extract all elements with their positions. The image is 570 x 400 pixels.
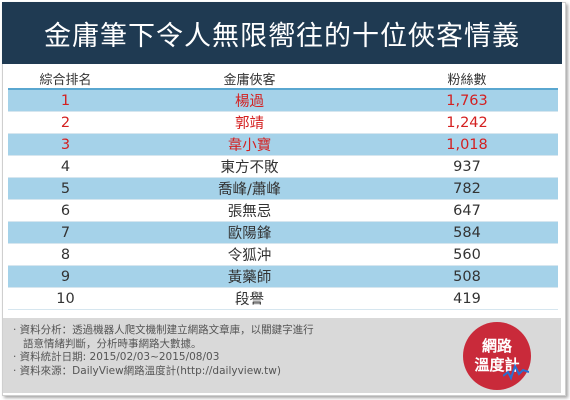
fans-cell: 508 — [376, 265, 558, 288]
fans-cell: 1,242 — [376, 111, 558, 134]
hero-cell: 韋小寶 — [123, 133, 376, 156]
source-notes: ‧ 資料分析：透過機器人爬文機制建立網路文章庫，以關鍵字進行 語意情緒判斷，分析… — [13, 324, 433, 378]
note-analysis: ‧ 資料分析：透過機器人爬文機制建立網路文章庫，以關鍵字進行 — [13, 324, 314, 336]
table-row: 10 段譽 419 — [8, 287, 558, 310]
fans-cell: 647 — [376, 199, 558, 222]
rank-cell: 1 — [8, 89, 123, 112]
table-row: 8 令狐沖 560 — [8, 243, 558, 266]
table-row: 6 張無忌 647 — [8, 199, 558, 222]
page-title: 金庸筆下令人無限嚮往的十位俠客情義 — [2, 2, 562, 64]
rank-cell: 9 — [8, 265, 123, 288]
header-rank: 綜合排名 — [8, 68, 123, 90]
hero-cell: 令狐沖 — [123, 243, 376, 266]
rank-cell: 6 — [8, 199, 123, 222]
footer: ‧ 資料分析：透過機器人爬文機制建立網路文章庫，以關鍵字進行 語意情緒判斷，分析… — [3, 318, 561, 393]
dailyview-logo: 網路 溫度計 — [463, 322, 531, 390]
hero-cell: 喬峰/蕭峰 — [123, 177, 376, 200]
fans-cell: 937 — [376, 155, 558, 178]
rank-cell: 4 — [8, 155, 123, 178]
fans-cell: 1,018 — [376, 133, 558, 156]
fans-cell: 1,763 — [376, 89, 558, 112]
table-row: 3 韋小寶 1,018 — [8, 133, 558, 156]
header-hero: 金庸俠客 — [123, 68, 376, 90]
table-row: 2 郭靖 1,242 — [8, 111, 558, 134]
hero-cell: 郭靖 — [123, 111, 376, 134]
note-source: ‧ 資料來源：DailyView網路溫度計(http://dailyview.t… — [13, 364, 281, 377]
rank-cell: 7 — [8, 221, 123, 244]
rank-cell: 5 — [8, 177, 123, 200]
table-row: 1 楊過 1,763 — [8, 89, 558, 112]
table-row: 7 歐陽鋒 584 — [8, 221, 558, 244]
rank-cell: 10 — [8, 287, 123, 310]
fans-cell: 584 — [376, 221, 558, 244]
table-row: 5 喬峰/蕭峰 782 — [8, 177, 558, 200]
hero-cell: 歐陽鋒 — [123, 221, 376, 244]
logo-text-line2: 溫度計 — [474, 356, 520, 374]
pulse-icon — [503, 363, 529, 381]
hero-cell: 楊過 — [123, 89, 376, 112]
table-header-row: 綜合排名 金庸俠客 粉絲數 — [8, 68, 558, 90]
note-analysis-cont: 語意情緒判斷，分析時事網路大數據。 — [23, 337, 202, 350]
fans-cell: 419 — [376, 287, 558, 310]
rank-cell: 3 — [8, 133, 123, 156]
header-fans: 粉絲數 — [376, 68, 558, 90]
hero-cell: 張無忌 — [123, 199, 376, 222]
fans-cell: 560 — [376, 243, 558, 266]
fans-cell: 782 — [376, 177, 558, 200]
logo-text-line1: 網路 — [481, 337, 512, 355]
ranking-table: 綜合排名 金庸俠客 粉絲數 1 楊過 1,763 2 郭靖 1,242 3 韋小… — [8, 68, 558, 310]
hero-cell: 黃藥師 — [123, 265, 376, 288]
note-date: ‧ 資料統計日期: 2015/02/03~2015/08/03 — [13, 351, 220, 363]
table-row: 9 黃藥師 508 — [8, 265, 558, 288]
hero-cell: 東方不敗 — [123, 155, 376, 178]
rank-cell: 8 — [8, 243, 123, 266]
hero-cell: 段譽 — [123, 287, 376, 310]
rank-cell: 2 — [8, 111, 123, 134]
table-row: 4 東方不敗 937 — [8, 155, 558, 178]
